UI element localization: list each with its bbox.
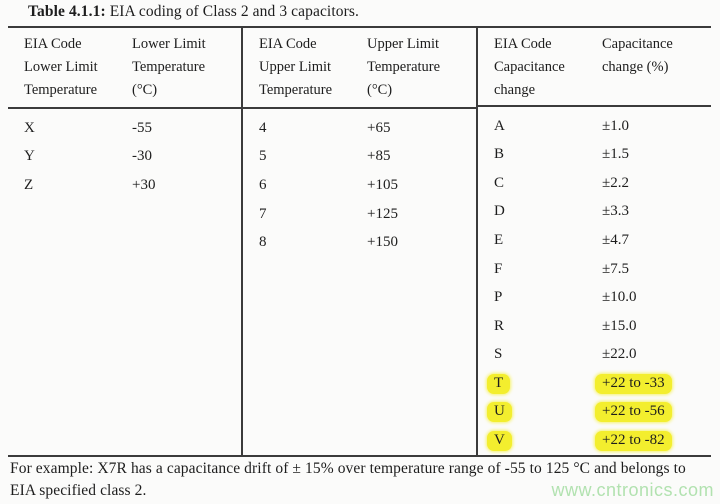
column-header-value: Capacitance change (%): [602, 36, 673, 75]
table-row: 4 +65: [243, 114, 476, 143]
group-header: EIA Code Capacitance change Capacitance …: [478, 28, 711, 107]
value-cell: ±1.0: [602, 117, 629, 134]
table-group-lower-limit: EIA Code Lower Limit Temperature Lower L…: [8, 28, 241, 455]
code-cell: R: [494, 317, 505, 334]
column-header-value: Lower Limit Temperature (°C): [132, 36, 206, 98]
code-cell: 8: [259, 234, 267, 251]
code-cell: E: [494, 232, 504, 249]
table-row: E ±4.7: [478, 226, 711, 255]
code-cell: C: [494, 174, 505, 191]
code-cell-highlighted: U: [487, 402, 602, 423]
table-row: S ±22.0: [478, 341, 711, 370]
value-cell: ±3.3: [602, 203, 629, 220]
table-row: D ±3.3: [478, 198, 711, 227]
code-cell: Y: [24, 148, 35, 165]
table-row: Y -30: [8, 143, 241, 172]
value-cell: +125: [367, 205, 398, 222]
code-cell: 4: [259, 119, 267, 136]
value-cell: +105: [367, 176, 398, 193]
code-cell-highlighted: T: [487, 373, 602, 394]
table-row: 7 +125: [243, 200, 476, 229]
table-caption: Table 4.1.1: EIA coding of Class 2 and 3…: [28, 3, 359, 21]
code-cell: D: [494, 203, 505, 220]
table-row: 8 +150: [243, 228, 476, 257]
value-cell: -55: [132, 119, 152, 136]
code-cell: B: [494, 146, 505, 163]
table-row: X -55: [8, 114, 241, 143]
table-row-highlighted: V +22 to -82: [478, 426, 711, 455]
watermark-url: www.cntronics.com: [551, 480, 714, 500]
code-cell: S: [494, 346, 503, 363]
value-cell: +85: [367, 148, 391, 165]
table-row: C ±2.2: [478, 169, 711, 198]
group-rows: A ±1.0 B ±1.5 C ±2.2 D ±3.3 E ±4.7 F ±7.…: [478, 107, 711, 455]
table-row: 6 +105: [243, 171, 476, 200]
value-cell: +30: [132, 176, 156, 193]
table-row-highlighted: U +22 to -56: [478, 398, 711, 427]
value-cell: ±10.0: [602, 289, 637, 306]
table-row: Z +30: [8, 171, 241, 200]
column-header-code: EIA Code Lower Limit Temperature: [24, 36, 98, 98]
table-row: A ±1.0: [478, 112, 711, 141]
code-cell: 7: [259, 205, 267, 222]
value-cell-highlighted: +22 to -82: [595, 430, 711, 451]
table-row: P ±10.0: [478, 283, 711, 312]
column-header-value: Upper Limit Temperature (°C): [367, 36, 441, 98]
value-cell: +65: [367, 119, 391, 136]
code-cell: A: [494, 117, 505, 134]
table-group-upper-limit: EIA Code Upper Limit Temperature Upper L…: [241, 28, 476, 455]
group-rows: 4 +65 5 +85 6 +105 7 +125 8 +150: [243, 109, 476, 257]
eia-coding-table: EIA Code Lower Limit Temperature Lower L…: [8, 26, 711, 457]
group-header: EIA Code Upper Limit Temperature Upper L…: [243, 28, 476, 109]
value-cell: ±4.7: [602, 232, 629, 249]
table-row: F ±7.5: [478, 255, 711, 284]
group-rows: X -55 Y -30 Z +30: [8, 109, 241, 200]
table-group-capacitance-change: EIA Code Capacitance change Capacitance …: [476, 28, 711, 455]
table-row: B ±1.5: [478, 140, 711, 169]
value-cell-highlighted: +22 to -56: [595, 402, 711, 423]
value-cell: -30: [132, 148, 152, 165]
value-cell: ±22.0: [602, 346, 637, 363]
table-row: 5 +85: [243, 143, 476, 172]
value-cell: +150: [367, 234, 398, 251]
table-caption-text: EIA coding of Class 2 and 3 capacitors.: [105, 3, 359, 20]
group-header: EIA Code Lower Limit Temperature Lower L…: [8, 28, 241, 109]
value-cell: ±15.0: [602, 317, 637, 334]
column-header-code: EIA Code Upper Limit Temperature: [259, 36, 333, 98]
table-row: R ±15.0: [478, 312, 711, 341]
code-cell: X: [24, 119, 35, 136]
column-header-code: EIA Code Capacitance change: [494, 36, 565, 98]
table-row-highlighted: T +22 to -33: [478, 369, 711, 398]
code-cell: 6: [259, 176, 267, 193]
value-cell: ±2.2: [602, 174, 629, 191]
code-cell: F: [494, 260, 503, 277]
code-cell-highlighted: V: [487, 430, 602, 451]
value-cell: ±1.5: [602, 146, 629, 163]
code-cell: P: [494, 289, 503, 306]
value-cell-highlighted: +22 to -33: [595, 373, 711, 394]
code-cell: Z: [24, 176, 34, 193]
value-cell: ±7.5: [602, 260, 629, 277]
table-caption-label: Table 4.1.1:: [28, 3, 106, 20]
code-cell: 5: [259, 148, 267, 165]
table-footnote: For example: X7R has a capacitance drift…: [10, 460, 686, 499]
